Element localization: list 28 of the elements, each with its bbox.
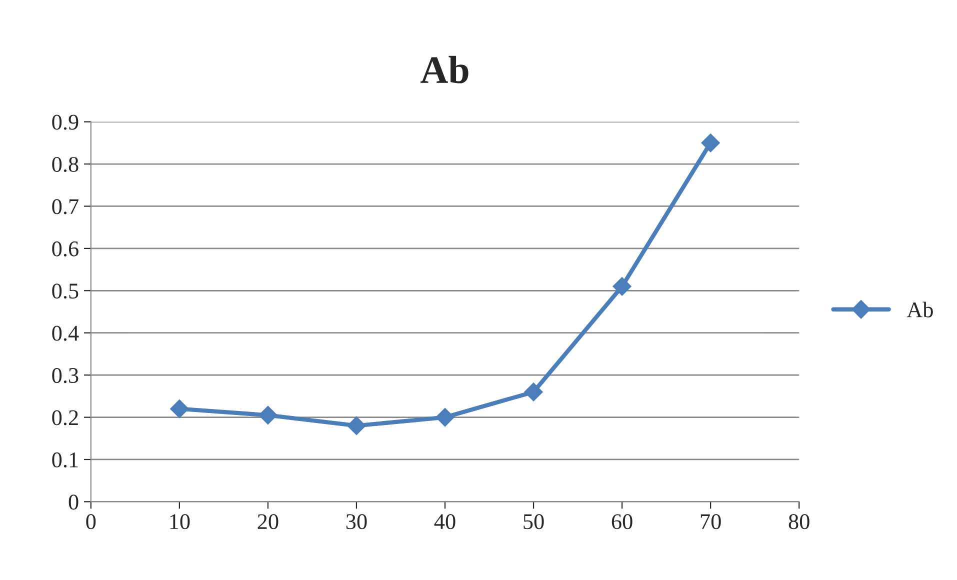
y-tick-label: 0.1 (52, 452, 78, 468)
x-tick-label: 30 (346, 514, 367, 530)
y-tick-label: 0.5 (52, 284, 78, 299)
y-tick-label: 0.9 (52, 114, 78, 130)
x-tick-label: 50 (524, 514, 544, 530)
y-tick-label: 0.4 (52, 326, 79, 341)
x-tick-label: 60 (612, 514, 632, 530)
y-tick-label: 0.8 (52, 156, 78, 172)
y-tick-label: 0.3 (52, 368, 78, 384)
x-tick-label: 80 (788, 514, 810, 530)
y-tick-label: 0 (68, 494, 78, 510)
x-tick-label: 10 (170, 514, 190, 530)
point (347, 416, 366, 436)
point (170, 399, 189, 418)
point (612, 277, 632, 296)
y-tick-label: 0.2 (52, 410, 78, 426)
point (701, 134, 720, 152)
x-tick-label: 40 (434, 514, 456, 530)
y-tick-label: 0.6 (52, 241, 78, 256)
point (258, 406, 278, 425)
x-tick-label: 20 (258, 514, 278, 530)
y-tick-label: 0.7 (52, 199, 78, 214)
point (436, 408, 454, 427)
legend-label: Ab (906, 302, 933, 318)
x-tick-label: 70 (700, 514, 721, 530)
point (524, 382, 543, 402)
x-tick-label: 0 (86, 514, 96, 530)
chart-title: Ab (420, 56, 468, 84)
